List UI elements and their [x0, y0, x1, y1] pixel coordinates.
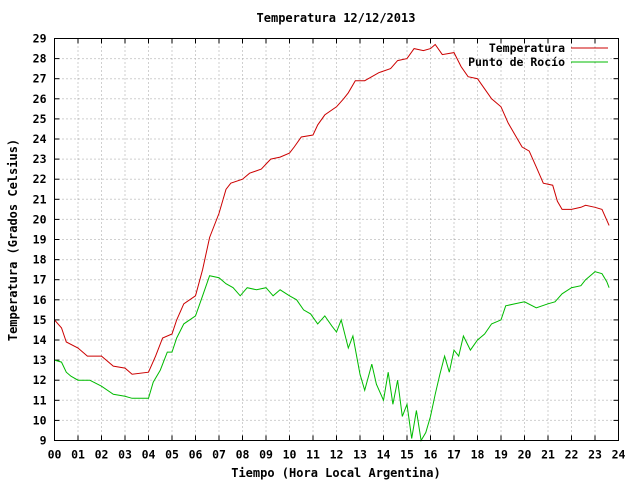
x-tick-label: 16	[424, 448, 438, 462]
y-tick-label: 29	[33, 32, 47, 46]
y-axis-label: Temperatura (Grados Celsius)	[6, 139, 20, 341]
y-tick-label: 18	[33, 253, 47, 267]
x-tick-label: 18	[471, 448, 485, 462]
y-tick-label: 16	[33, 293, 47, 307]
x-tick-label: 24	[612, 448, 626, 462]
x-tick-label: 05	[165, 448, 179, 462]
y-axis-ticks: 9 10 11 12 13 14 15 16 17 18 19 20 21 22 23 24 25 26 27 28 2…	[33, 32, 619, 448]
legend-label-temperatura: Temperatura	[489, 41, 565, 55]
y-tick-label: 15	[33, 313, 47, 327]
y-tick-label: 12	[33, 373, 47, 387]
y-tick-label: 10	[33, 413, 47, 427]
x-axis-label: Tiempo (Hora Local Argentina)	[231, 466, 441, 480]
x-tick-label: 17	[447, 448, 461, 462]
x-tick-label: 04	[142, 448, 156, 462]
x-tick-label: 01	[71, 448, 85, 462]
y-tick-label: 14	[33, 333, 47, 347]
x-tick-label: 12	[330, 448, 344, 462]
x-tick-label: 02	[95, 448, 109, 462]
legend: Temperatura Punto de Rocío	[468, 41, 608, 69]
y-tick-label: 27	[33, 72, 47, 86]
y-tick-label: 25	[33, 112, 47, 126]
series-line-temperatura	[54, 43, 610, 375]
y-tick-label: 26	[33, 92, 47, 106]
x-axis-ticks: 00 01 02 03 04 05 06 07 08 09 10 11 12 13 14 15 16 17 18 19…	[48, 38, 626, 462]
x-tick-label: 14	[377, 448, 391, 462]
series-line-punto-de-rocio	[54, 271, 610, 442]
x-tick-label: 15	[400, 448, 414, 462]
x-tick-label: 21	[541, 448, 555, 462]
y-tick-label: 17	[33, 273, 47, 287]
y-tick-label: 24	[33, 132, 47, 146]
x-tick-label: 11	[306, 448, 320, 462]
chart-title: Temperatura 12/12/2013	[257, 11, 416, 25]
y-tick-label: 22	[33, 172, 47, 186]
y-tick-label: 9	[40, 434, 47, 448]
plot-frame	[54, 38, 619, 441]
x-tick-label: 06	[189, 448, 203, 462]
y-tick-label: 19	[33, 233, 47, 247]
x-tick-label: 08	[236, 448, 250, 462]
x-tick-label: 23	[588, 448, 602, 462]
y-tick-label: 13	[33, 353, 47, 367]
x-tick-label: 00	[48, 448, 62, 462]
x-tick-label: 19	[494, 448, 508, 462]
y-tick-label: 23	[33, 152, 47, 166]
x-tick-label: 13	[353, 448, 367, 462]
x-tick-label: 10	[283, 448, 297, 462]
x-tick-label: 22	[565, 448, 579, 462]
x-tick-label: 20	[518, 448, 532, 462]
y-tick-label: 28	[33, 52, 47, 66]
y-tick-label: 11	[33, 393, 47, 407]
series-lines	[54, 43, 610, 442]
x-tick-label: 09	[259, 448, 273, 462]
legend-label-punto-de-rocio: Punto de Rocío	[468, 55, 565, 69]
y-tick-label: 20	[33, 212, 47, 226]
x-tick-label: 03	[118, 448, 132, 462]
x-tick-label: 07	[212, 448, 226, 462]
y-tick-label: 21	[33, 192, 47, 206]
grid	[54, 38, 619, 441]
